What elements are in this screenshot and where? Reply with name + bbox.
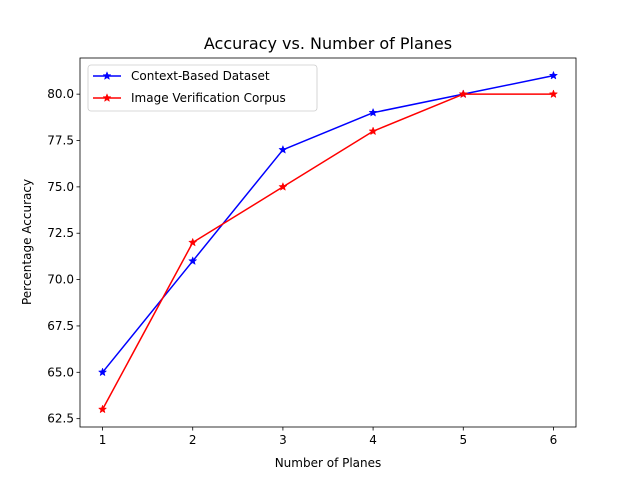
plot-area: 1 2 3 4 5 6 62.5 65.0 67.5 70.0 72.5 75.0 77.5 80.0 bbox=[47, 57, 577, 447]
x-tick-label-0: 1 bbox=[99, 433, 107, 447]
data-point-0-0 bbox=[97, 367, 108, 377]
legend-label-1: Image Verification Corpus bbox=[131, 91, 286, 105]
y-axis-label: Percentage Accuracy bbox=[20, 179, 34, 305]
y-tick-label-7: 80.0 bbox=[47, 87, 74, 101]
x-axis-label: Number of Planes bbox=[275, 456, 382, 470]
data-point-1-2 bbox=[278, 181, 288, 191]
y-tick-label-1: 65.0 bbox=[47, 365, 74, 379]
y-tick-label-6: 77.5 bbox=[47, 134, 74, 148]
legend-marker-0 bbox=[102, 71, 112, 80]
data-point-0-1 bbox=[188, 256, 198, 266]
data-point-1-3 bbox=[368, 126, 378, 136]
y-tick-label-3: 70.0 bbox=[47, 273, 74, 287]
data-point-1-5 bbox=[548, 89, 559, 99]
y-tick-label-5: 75.0 bbox=[47, 180, 74, 194]
chart-title: Accuracy vs. Number of Planes bbox=[204, 34, 452, 53]
y-tick-label-4: 72.5 bbox=[47, 226, 74, 240]
x-tick-label-5: 6 bbox=[550, 433, 558, 447]
y-tick-label-0: 62.5 bbox=[47, 412, 74, 426]
y-tick-label-2: 67.5 bbox=[47, 319, 74, 333]
x-tick-label-4: 5 bbox=[459, 433, 467, 447]
data-point-1-1 bbox=[188, 237, 198, 247]
x-tick-label-3: 4 bbox=[369, 433, 377, 447]
data-point-1-0 bbox=[97, 404, 108, 414]
data-point-0-2 bbox=[278, 144, 288, 154]
legend-label-0: Context-Based Dataset bbox=[131, 69, 270, 83]
x-tick-label-1: 2 bbox=[189, 433, 197, 447]
data-point-1-4 bbox=[458, 89, 468, 99]
series-line-1 bbox=[101, 93, 554, 410]
data-point-0-3 bbox=[368, 107, 378, 117]
data-point-0-5 bbox=[548, 70, 559, 80]
x-tick-label-2: 3 bbox=[279, 433, 287, 447]
series-line-0 bbox=[101, 74, 554, 373]
axes-frame bbox=[79, 57, 577, 428]
legend-marker-1 bbox=[102, 93, 112, 102]
legend: Context-Based Dataset Image Verification … bbox=[87, 64, 318, 112]
legend-box bbox=[87, 64, 318, 112]
